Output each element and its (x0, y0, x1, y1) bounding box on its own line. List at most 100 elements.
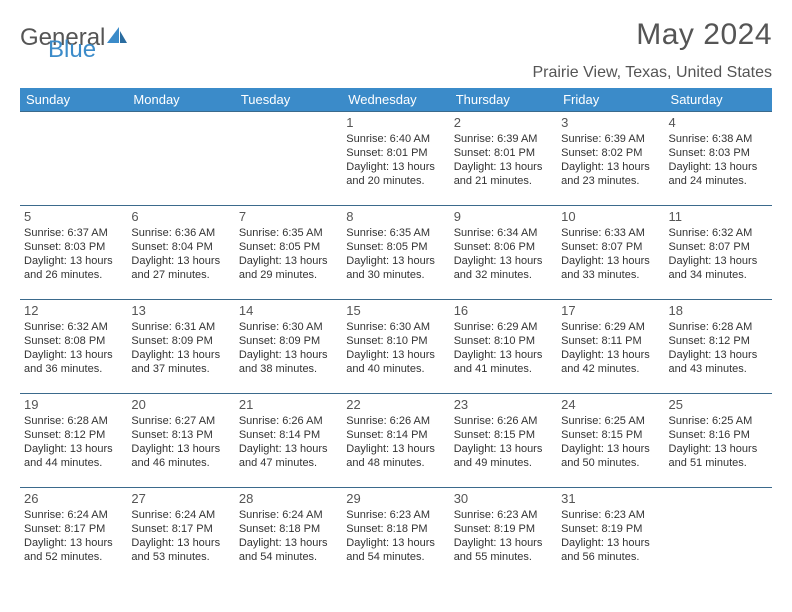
calendar-day-cell: 27Sunrise: 6:24 AMSunset: 8:17 PMDayligh… (127, 488, 234, 582)
calendar-day-cell: 7Sunrise: 6:35 AMSunset: 8:05 PMDaylight… (235, 206, 342, 300)
sunset-line: Sunset: 8:01 PM (346, 147, 445, 161)
sunset-line: Sunset: 8:19 PM (561, 523, 660, 537)
daylight-line: Daylight: 13 hours and 52 minutes. (24, 537, 123, 565)
sunset-line: Sunset: 8:09 PM (131, 335, 230, 349)
sunset-line: Sunset: 8:15 PM (561, 429, 660, 443)
sunrise-line: Sunrise: 6:23 AM (561, 509, 660, 523)
calendar-day-cell: 13Sunrise: 6:31 AMSunset: 8:09 PMDayligh… (127, 300, 234, 394)
sunrise-line: Sunrise: 6:37 AM (24, 227, 123, 241)
daylight-line: Daylight: 13 hours and 55 minutes. (454, 537, 553, 565)
sunrise-line: Sunrise: 6:33 AM (561, 227, 660, 241)
sunrise-line: Sunrise: 6:28 AM (669, 321, 768, 335)
page-title: May 2024 (636, 18, 772, 52)
day-number: 4 (669, 115, 768, 131)
calendar-week-row: 19Sunrise: 6:28 AMSunset: 8:12 PMDayligh… (20, 394, 772, 488)
sunset-line: Sunset: 8:10 PM (454, 335, 553, 349)
calendar-day-cell: 11Sunrise: 6:32 AMSunset: 8:07 PMDayligh… (665, 206, 772, 300)
daylight-line: Daylight: 13 hours and 24 minutes. (669, 161, 768, 189)
calendar-day-cell: 28Sunrise: 6:24 AMSunset: 8:18 PMDayligh… (235, 488, 342, 582)
sunrise-line: Sunrise: 6:36 AM (131, 227, 230, 241)
calendar-day-cell (20, 112, 127, 206)
sunset-line: Sunset: 8:18 PM (346, 523, 445, 537)
calendar-day-cell: 3Sunrise: 6:39 AMSunset: 8:02 PMDaylight… (557, 112, 664, 206)
sunset-line: Sunset: 8:02 PM (561, 147, 660, 161)
weekday-header: Tuesday (235, 88, 342, 112)
daylight-line: Daylight: 13 hours and 54 minutes. (239, 537, 338, 565)
day-number: 18 (669, 303, 768, 319)
sunset-line: Sunset: 8:07 PM (561, 241, 660, 255)
sunset-line: Sunset: 8:14 PM (239, 429, 338, 443)
sunrise-line: Sunrise: 6:32 AM (24, 321, 123, 335)
daylight-line: Daylight: 13 hours and 21 minutes. (454, 161, 553, 189)
calendar-day-cell: 8 Sunrise: 6:35 AMSunset: 8:05 PMDaylight… (342, 206, 449, 300)
calendar-day-cell: 5Sunrise: 6:37 AMSunset: 8:03 PMDaylight… (20, 206, 127, 300)
day-number: 31 (561, 491, 660, 507)
sunset-line: Sunset: 8:16 PM (669, 429, 768, 443)
sunrise-line: Sunrise: 6:29 AM (561, 321, 660, 335)
sunset-line: Sunset: 8:05 PM (346, 241, 445, 255)
daylight-line: Daylight: 13 hours and 56 minutes. (561, 537, 660, 565)
day-number: 22 (346, 397, 445, 413)
sunrise-line: Sunrise: 6:24 AM (131, 509, 230, 523)
calendar-day-cell: 23Sunrise: 6:26 AMSunset: 8:15 PMDayligh… (450, 394, 557, 488)
day-number: 25 (669, 397, 768, 413)
daylight-line: Daylight: 13 hours and 51 minutes. (669, 443, 768, 471)
calendar-page: General May 2024 Blue Prairie View, Texa… (0, 0, 792, 582)
day-number: 3 (561, 115, 660, 131)
sunset-line: Sunset: 8:14 PM (346, 429, 445, 443)
sunrise-line: Sunrise: 6:26 AM (239, 415, 338, 429)
sunrise-line: Sunrise: 6:26 AM (346, 415, 445, 429)
calendar-day-cell: 4Sunrise: 6:38 AMSunset: 8:03 PMDaylight… (665, 112, 772, 206)
day-number: 14 (239, 303, 338, 319)
calendar-day-cell: 19Sunrise: 6:28 AMSunset: 8:12 PMDayligh… (20, 394, 127, 488)
sunset-line: Sunset: 8:10 PM (346, 335, 445, 349)
calendar-day-cell: 22Sunrise: 6:26 AMSunset: 8:14 PMDayligh… (342, 394, 449, 488)
calendar-day-cell: 30Sunrise: 6:23 AMSunset: 8:19 PMDayligh… (450, 488, 557, 582)
day-number: 12 (24, 303, 123, 319)
sunrise-line: Sunrise: 6:26 AM (454, 415, 553, 429)
sunrise-line: Sunrise: 6:25 AM (561, 415, 660, 429)
day-number: 23 (454, 397, 553, 413)
daylight-line: Daylight: 13 hours and 46 minutes. (131, 443, 230, 471)
day-number: 20 (131, 397, 230, 413)
daylight-line: Daylight: 13 hours and 36 minutes. (24, 349, 123, 377)
logo-text-b: Blue (48, 36, 96, 63)
sunrise-line: Sunrise: 6:31 AM (131, 321, 230, 335)
calendar-day-cell: 17Sunrise: 6:29 AMSunset: 8:11 PMDayligh… (557, 300, 664, 394)
sunrise-line: Sunrise: 6:30 AM (239, 321, 338, 335)
calendar-table: SundayMondayTuesdayWednesdayThursdayFrid… (20, 88, 772, 582)
sunrise-line: Sunrise: 6:24 AM (24, 509, 123, 523)
sunrise-line: Sunrise: 6:24 AM (239, 509, 338, 523)
sunrise-line: Sunrise: 6:23 AM (346, 509, 445, 523)
calendar-day-cell: 14Sunrise: 6:30 AMSunset: 8:09 PMDayligh… (235, 300, 342, 394)
day-number: 24 (561, 397, 660, 413)
calendar-day-cell: 9Sunrise: 6:34 AMSunset: 8:06 PMDaylight… (450, 206, 557, 300)
sunrise-line: Sunrise: 6:34 AM (454, 227, 553, 241)
calendar-header: SundayMondayTuesdayWednesdayThursdayFrid… (20, 88, 772, 112)
sunrise-line: Sunrise: 6:40 AM (346, 133, 445, 147)
daylight-line: Daylight: 13 hours and 53 minutes. (131, 537, 230, 565)
sunset-line: Sunset: 8:13 PM (131, 429, 230, 443)
sunset-line: Sunset: 8:12 PM (24, 429, 123, 443)
sunset-line: Sunset: 8:17 PM (24, 523, 123, 537)
daylight-line: Daylight: 13 hours and 27 minutes. (131, 255, 230, 283)
weekday-header: Wednesday (342, 88, 449, 112)
daylight-line: Daylight: 13 hours and 30 minutes. (346, 255, 445, 283)
sunset-line: Sunset: 8:01 PM (454, 147, 553, 161)
sunrise-line: Sunrise: 6:32 AM (669, 227, 768, 241)
daylight-line: Daylight: 13 hours and 54 minutes. (346, 537, 445, 565)
daylight-line: Daylight: 13 hours and 38 minutes. (239, 349, 338, 377)
day-number: 11 (669, 209, 768, 225)
calendar-day-cell (127, 112, 234, 206)
daylight-line: Daylight: 13 hours and 41 minutes. (454, 349, 553, 377)
sunset-line: Sunset: 8:18 PM (239, 523, 338, 537)
day-number: 29 (346, 491, 445, 507)
sunrise-line: Sunrise: 6:35 AM (346, 227, 445, 241)
day-number: 8 (346, 209, 445, 225)
day-number: 2 (454, 115, 553, 131)
weekday-header: Saturday (665, 88, 772, 112)
calendar-day-cell: 6Sunrise: 6:36 AMSunset: 8:04 PMDaylight… (127, 206, 234, 300)
calendar-week-row: 5Sunrise: 6:37 AMSunset: 8:03 PMDaylight… (20, 206, 772, 300)
day-number: 9 (454, 209, 553, 225)
calendar-day-cell: 26Sunrise: 6:24 AMSunset: 8:17 PMDayligh… (20, 488, 127, 582)
